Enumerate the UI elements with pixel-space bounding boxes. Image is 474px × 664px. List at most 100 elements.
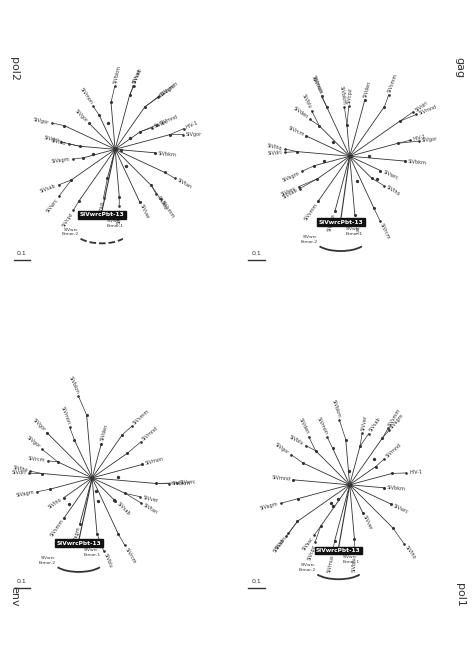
Text: SIVwrc
Etmor-1: SIVwrc Etmor-1 <box>343 555 360 564</box>
Text: SIVmon: SIVmon <box>316 417 328 436</box>
Text: SIVrcm: SIVrcm <box>287 125 305 137</box>
Text: SIVwrc
Etmor-2: SIVwrc Etmor-2 <box>62 228 79 236</box>
Text: SIVblu: SIVblu <box>102 553 113 569</box>
Text: SIVcpz: SIVcpz <box>61 211 74 228</box>
Text: SIVgor: SIVgor <box>33 117 50 125</box>
Text: SIVsab: SIVsab <box>282 188 299 200</box>
Text: SIVsmm: SIVsmm <box>132 409 151 426</box>
Text: env: env <box>9 586 19 607</box>
Text: SIVbkm: SIVbkm <box>330 399 341 418</box>
Text: SIVwrc
Etmor-2: SIVwrc Etmor-2 <box>298 564 316 572</box>
Text: HIV-1: HIV-1 <box>185 120 200 129</box>
Text: SIVsab: SIVsab <box>132 67 144 84</box>
Text: SIVmnd: SIVmnd <box>385 442 402 459</box>
Text: SIVlho: SIVlho <box>155 195 168 211</box>
Text: SIVwrcPbt-13: SIVwrcPbt-13 <box>79 212 124 217</box>
Text: SIVwrcPbt-13: SIVwrcPbt-13 <box>319 220 363 225</box>
Text: SIVwrc
Etmor-1: SIVwrc Etmor-1 <box>83 548 100 556</box>
Text: SIVsab: SIVsab <box>39 183 57 194</box>
Text: SIVsab: SIVsab <box>116 501 131 517</box>
Text: SIVagm: SIVagm <box>72 526 82 545</box>
Text: SIVcpz: SIVcpz <box>346 87 353 104</box>
Text: SIVbkm: SIVbkm <box>172 481 191 486</box>
Text: SIVagm: SIVagm <box>327 213 337 232</box>
Text: SIVbkm: SIVbkm <box>339 85 346 104</box>
Text: SIVwrc
Etmor-1: SIVwrc Etmor-1 <box>106 220 123 228</box>
Text: SIVdrl: SIVdrl <box>12 470 27 475</box>
Text: 0.1: 0.1 <box>252 250 262 256</box>
Text: SIVwrc: SIVwrc <box>392 503 410 515</box>
Text: SIVver: SIVver <box>362 514 373 531</box>
Text: SIVcpz: SIVcpz <box>307 544 317 560</box>
Text: SIVsmm: SIVsmm <box>160 200 176 220</box>
Text: SIVwrc: SIVwrc <box>275 534 289 550</box>
Text: SIVmon: SIVmon <box>145 456 164 466</box>
Text: SIVblu: SIVblu <box>117 208 122 224</box>
Text: SIVrcm: SIVrcm <box>379 222 391 240</box>
Text: SIVbkm: SIVbkm <box>67 375 80 394</box>
Text: SIVden: SIVden <box>298 418 310 436</box>
Text: SIVver: SIVver <box>360 414 368 431</box>
Text: SIVagm: SIVagm <box>281 170 300 183</box>
Text: SIVwrc: SIVwrc <box>382 169 399 181</box>
Text: SIVver: SIVver <box>132 68 143 84</box>
Text: SIVlho: SIVlho <box>12 465 28 473</box>
Text: SIVgor: SIVgor <box>421 137 438 143</box>
Text: 0.1: 0.1 <box>252 579 262 584</box>
Text: SIVmon: SIVmon <box>79 87 94 106</box>
Text: SIVblu: SIVblu <box>351 556 356 572</box>
Text: SIVrcm: SIVrcm <box>124 546 137 564</box>
Text: SIVbkm: SIVbkm <box>386 485 405 492</box>
Text: SIVsmm: SIVsmm <box>303 202 319 221</box>
Text: SIVwrc
Etmor-1: SIVwrc Etmor-1 <box>346 227 363 236</box>
Text: SIVlho: SIVlho <box>267 143 283 151</box>
Text: SIVlho: SIVlho <box>47 497 63 510</box>
Text: SIVwrcPbt-13: SIVwrcPbt-13 <box>56 540 101 546</box>
Text: pol1: pol1 <box>455 583 465 607</box>
Text: SIVgor: SIVgor <box>186 131 202 137</box>
Text: SIVbkm: SIVbkm <box>157 151 177 157</box>
Text: SIVden: SIVden <box>292 106 309 120</box>
Text: SIVwrcPbt-13: SIVwrcPbt-13 <box>316 548 361 553</box>
Text: SIVbkm: SIVbkm <box>408 159 427 165</box>
Text: SIVdrl: SIVdrl <box>154 120 169 129</box>
Text: SIVblu: SIVblu <box>288 435 304 446</box>
Text: SIVmnd: SIVmnd <box>418 104 438 116</box>
Text: SIVlho: SIVlho <box>385 185 401 197</box>
Text: SIVsmm: SIVsmm <box>49 519 64 538</box>
Text: SIVagm: SIVagm <box>51 157 70 164</box>
Text: SIVgor: SIVgor <box>32 418 46 432</box>
Text: 0.1: 0.1 <box>17 579 27 584</box>
Text: SIVdrl: SIVdrl <box>267 150 282 156</box>
Text: 0.1: 0.1 <box>17 250 27 256</box>
Text: pol2: pol2 <box>9 57 19 81</box>
Text: SIVmnd: SIVmnd <box>141 426 159 442</box>
Text: SIVden: SIVden <box>363 80 372 98</box>
Text: SIVmon: SIVmon <box>310 75 323 94</box>
Text: SIVmus: SIVmus <box>97 200 106 219</box>
Text: SIVmus: SIVmus <box>326 554 335 573</box>
Text: SIVsab: SIVsab <box>273 537 287 554</box>
Text: SIVdrl: SIVdrl <box>414 100 429 112</box>
Text: SIVagm: SIVagm <box>389 412 405 430</box>
Text: SIVgor: SIVgor <box>74 108 89 123</box>
Text: SIVwrc: SIVwrc <box>45 197 59 213</box>
Text: SIVden: SIVden <box>100 424 109 442</box>
Text: SIVsmm: SIVsmm <box>387 72 399 93</box>
Text: SIVlho: SIVlho <box>50 137 66 146</box>
Text: SIVagm: SIVagm <box>15 490 35 498</box>
Text: SIVver: SIVver <box>142 495 159 503</box>
Text: SIVver: SIVver <box>138 203 150 220</box>
Text: SIVwrc: SIVwrc <box>179 480 196 485</box>
Text: SIVbkm: SIVbkm <box>113 65 122 84</box>
Text: SIVwrc
Etmor-2: SIVwrc Etmor-2 <box>38 556 56 564</box>
Text: SIVsab: SIVsab <box>368 416 382 433</box>
Text: SIVwrc: SIVwrc <box>280 185 297 197</box>
Text: SIVsmm: SIVsmm <box>160 80 179 96</box>
Text: SIVgor: SIVgor <box>274 442 290 455</box>
Text: SIVtan: SIVtan <box>176 177 192 190</box>
Text: SIVwrc
Etmor-2: SIVwrc Etmor-2 <box>301 235 318 244</box>
Text: SIVlho: SIVlho <box>404 545 417 560</box>
Text: SIVmnd: SIVmnd <box>159 114 179 126</box>
Text: SIVmnd: SIVmnd <box>271 475 291 482</box>
